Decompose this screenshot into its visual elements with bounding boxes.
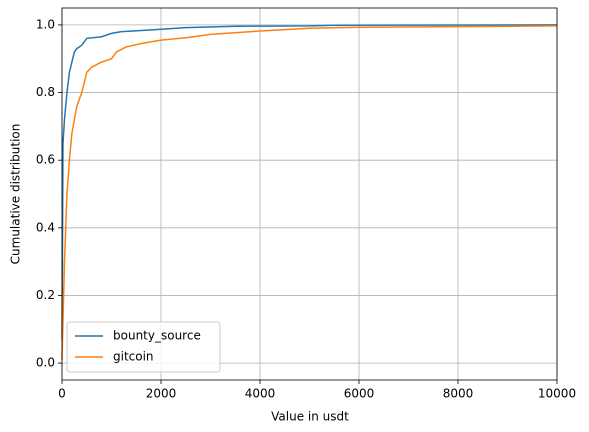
x-tick-label: 6000 [344,387,375,401]
x-tick-label: 2000 [146,387,177,401]
y-axis-label: Cumulative distribution [9,124,23,265]
x-tick-label: 8000 [443,387,474,401]
x-tick-label: 0 [58,387,66,401]
x-axis-label: Value in usdt [271,410,349,424]
data-line [61,25,558,360]
axes-frame [61,7,558,381]
legend-label: bounty_source [113,329,201,343]
legend-label: gitcoin [113,350,154,364]
y-tick-label: 0.4 [36,220,55,234]
data-line [61,24,558,340]
legend-box [66,321,221,373]
x-tick-label: 4000 [245,387,276,401]
y-tick-label: 0.0 [36,356,55,370]
y-tick-label: 0.8 [36,85,55,99]
y-tick-label: 0.6 [36,153,55,167]
y-tick-label: 0.2 [36,288,55,302]
y-tick-label: 1.0 [36,17,55,31]
x-tick-label: 10000 [538,387,576,401]
